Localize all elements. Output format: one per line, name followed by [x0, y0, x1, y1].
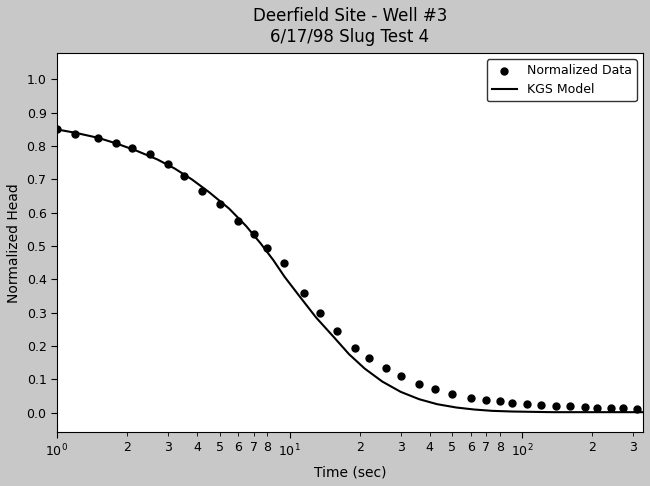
KGS Model [242, 223, 250, 229]
KGS Model [549, 409, 556, 415]
X-axis label: Time (sec): Time (sec) [314, 465, 386, 479]
Normalized Data [395, 372, 406, 380]
Normalized Data [579, 403, 590, 411]
Normalized Data [248, 230, 259, 238]
Normalized Data [349, 344, 359, 351]
Normalized Data [70, 131, 81, 139]
Normalized Data [414, 381, 424, 388]
KGS Model [133, 148, 140, 154]
Normalized Data [522, 399, 532, 407]
Normalized Data [381, 364, 391, 371]
KGS Model [153, 156, 161, 162]
Normalized Data [536, 400, 546, 408]
KGS Model [588, 409, 596, 415]
KGS Model [378, 379, 386, 384]
Normalized Data [197, 187, 207, 195]
KGS Model [257, 241, 265, 246]
Normalized Data [93, 134, 103, 141]
KGS Model [433, 401, 441, 407]
KGS Model [170, 166, 178, 172]
KGS Model [415, 396, 423, 402]
Normalized Data [127, 144, 137, 152]
Normalized Data [280, 259, 290, 266]
KGS Model [269, 257, 277, 263]
KGS Model [94, 135, 102, 140]
Normalized Data [495, 397, 505, 405]
Normalized Data [551, 401, 562, 409]
KGS Model [312, 314, 320, 320]
KGS Model [361, 365, 369, 371]
Legend: Normalized Data, KGS Model: Normalized Data, KGS Model [487, 59, 637, 102]
Normalized Data [364, 354, 374, 362]
Normalized Data [332, 327, 343, 335]
Normalized Data [315, 309, 325, 316]
KGS Model [205, 189, 213, 195]
KGS Model [345, 351, 353, 357]
KGS Model [295, 293, 303, 299]
Title: Deerfield Site - Well #3
6/17/98 Slug Test 4: Deerfield Site - Well #3 6/17/98 Slug Te… [253, 7, 447, 46]
Y-axis label: Normalized Head: Normalized Head [7, 183, 21, 303]
KGS Model [396, 389, 404, 395]
Normalized Data [465, 394, 476, 401]
Normalized Data [262, 244, 272, 252]
Normalized Data [447, 390, 458, 398]
KGS Model [53, 126, 61, 132]
Normalized Data [233, 217, 243, 225]
KGS Model [470, 407, 478, 413]
Normalized Data [565, 402, 575, 410]
KGS Model [528, 409, 536, 415]
Normalized Data [162, 160, 173, 168]
KGS Model [188, 176, 196, 182]
Normalized Data [52, 125, 62, 133]
Line: KGS Model: KGS Model [57, 129, 643, 412]
KGS Model [452, 404, 460, 410]
Normalized Data [632, 405, 642, 413]
Normalized Data [506, 399, 517, 406]
KGS Model [633, 409, 641, 415]
KGS Model [112, 140, 120, 146]
KGS Model [488, 408, 496, 414]
Normalized Data [144, 151, 155, 158]
KGS Model [72, 130, 79, 136]
Normalized Data [606, 404, 616, 412]
Normalized Data [111, 139, 122, 147]
Normalized Data [214, 201, 225, 208]
Normalized Data [430, 385, 440, 393]
KGS Model [639, 409, 647, 415]
Normalized Data [481, 396, 491, 404]
Normalized Data [178, 172, 188, 180]
KGS Model [569, 409, 577, 415]
KGS Model [226, 206, 233, 211]
KGS Model [330, 334, 338, 340]
KGS Model [281, 274, 289, 279]
Normalized Data [592, 403, 603, 411]
KGS Model [611, 409, 619, 415]
Normalized Data [298, 289, 309, 296]
KGS Model [508, 409, 515, 415]
Normalized Data [618, 404, 628, 412]
